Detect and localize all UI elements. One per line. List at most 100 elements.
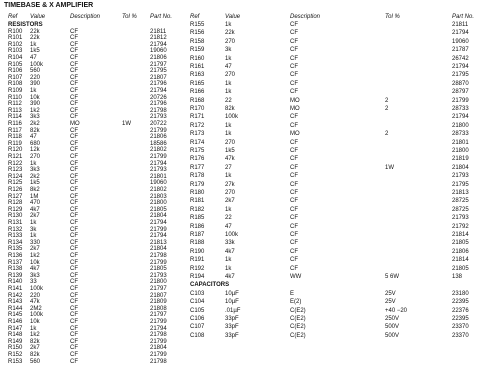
cell-desc: CF	[290, 156, 298, 163]
cell-value: 33pF	[225, 324, 239, 331]
cell-ref: R146	[8, 319, 23, 325]
cell-value: 10µF	[225, 290, 239, 297]
cell-part: 21805	[452, 265, 469, 272]
cell-ref: R110	[8, 94, 22, 101]
cell-desc: CF	[290, 206, 298, 213]
cell-value: 10k	[30, 94, 40, 101]
cell-desc: CF	[70, 173, 78, 180]
cell-part: 21800	[452, 148, 469, 154]
cell-ref: R185	[190, 215, 205, 222]
cell-value: 1k	[30, 41, 37, 48]
cell-ref: R118	[8, 134, 22, 141]
cell-value: 1k	[30, 160, 37, 167]
cell-ref: R121	[8, 154, 23, 160]
cell-desc: CF	[290, 265, 298, 272]
cell-value: 1k	[225, 206, 232, 213]
cell-value: 100k	[225, 114, 239, 121]
cell-desc: CF	[290, 64, 298, 70]
cell-part: 21799	[150, 127, 167, 134]
cell-ref: R181	[190, 198, 205, 205]
cell-value: 47	[225, 223, 232, 230]
cell-desc: E	[290, 290, 295, 297]
cell-ref: R155	[190, 22, 205, 28]
column-header: Description	[290, 14, 321, 20]
cell-ref: R105	[8, 61, 23, 68]
cell-desc: CF	[70, 272, 78, 279]
cell-ref: R134	[8, 239, 23, 246]
cell-part: 21795	[452, 72, 469, 79]
cell-desc: CF	[70, 345, 78, 352]
cell-desc: CF	[290, 181, 298, 188]
cell-ref: R108	[8, 81, 23, 88]
cell-part: 21794	[150, 160, 167, 167]
cell-value: 2k7	[225, 198, 235, 205]
cell-ref: R191	[190, 257, 205, 264]
cell-ref: R163	[190, 72, 205, 79]
cell-ref: R125	[8, 180, 23, 187]
cell-desc: CF	[70, 299, 78, 306]
cell-part: 20726	[150, 94, 167, 101]
cell-value: 1k2	[30, 253, 40, 259]
cell-desc: CF	[290, 190, 298, 196]
cell-desc: CF	[70, 279, 78, 286]
cell-part: 21811	[150, 28, 167, 35]
cell-value: 1k	[225, 257, 232, 264]
cell-ref: R116	[8, 121, 22, 127]
cell-ref: R171	[190, 114, 205, 121]
cell-value: 33pF	[225, 316, 239, 322]
cell-value: 27k	[225, 181, 235, 188]
cell-part: 21797	[150, 61, 167, 68]
cell-part: 21799	[150, 226, 167, 233]
cell-value: 2k7	[30, 345, 40, 352]
cell-desc: CF	[70, 61, 78, 68]
cell-part: 22395	[452, 316, 469, 322]
cell-value: 560	[30, 68, 41, 75]
cell-desc: CF	[290, 198, 298, 205]
cell-part: 21804	[150, 213, 167, 220]
cell-value: 47k	[30, 299, 40, 306]
cell-tol: 25V	[385, 290, 396, 297]
cell-value: 1k	[225, 173, 232, 180]
cell-part: 19060	[150, 180, 167, 187]
cell-desc: CF	[70, 127, 78, 134]
cell-part: 23370	[452, 324, 469, 331]
cell-value: 10k	[30, 319, 40, 325]
cell-desc: CF	[70, 193, 78, 200]
cell-ref: R148	[8, 332, 23, 339]
column-header: Part No.	[150, 14, 173, 20]
cell-value: 82k	[30, 127, 40, 134]
cell-value: 270	[225, 38, 236, 45]
cell-part: 21804	[150, 246, 167, 253]
cell-value: 220	[30, 292, 41, 299]
cell-ref: R109	[8, 88, 23, 94]
title: TIMEBASE & X AMPLIFIER	[4, 2, 94, 9]
cell-desc: CF	[70, 266, 78, 273]
cell-ref: R119	[8, 140, 22, 147]
column-header: Description	[70, 14, 101, 20]
cell-value: 82k	[30, 338, 40, 345]
cell-value: .01µF	[225, 307, 241, 314]
cell-ref: R152	[8, 352, 23, 358]
column-header: Ref	[8, 14, 18, 20]
cell-part: 21792	[452, 223, 469, 230]
cell-value: 12k	[30, 147, 40, 154]
cell-ref: R180	[190, 190, 205, 196]
cell-part: 21819	[452, 156, 469, 163]
cell-part: 21793	[452, 173, 469, 180]
cell-desc: CF	[70, 292, 78, 299]
cell-ref: R158	[190, 38, 205, 45]
cell-desc: CF	[70, 35, 78, 42]
cell-ref: R129	[8, 206, 23, 213]
cell-ref: R176	[190, 156, 205, 163]
cell-part: 21814	[452, 232, 469, 238]
cell-ref: R117	[8, 127, 22, 134]
cell-ref: R145	[8, 312, 23, 319]
cell-value: 22k	[30, 28, 40, 35]
cell-tol: 500V	[385, 324, 400, 331]
cell-part: 21794	[452, 30, 469, 37]
cell-value: 270	[225, 72, 236, 79]
cell-value: 4k7	[30, 266, 40, 273]
cell-desc: CF	[290, 223, 298, 230]
cell-desc: CF	[70, 312, 78, 319]
group-heading: CAPACITORS	[190, 282, 230, 289]
